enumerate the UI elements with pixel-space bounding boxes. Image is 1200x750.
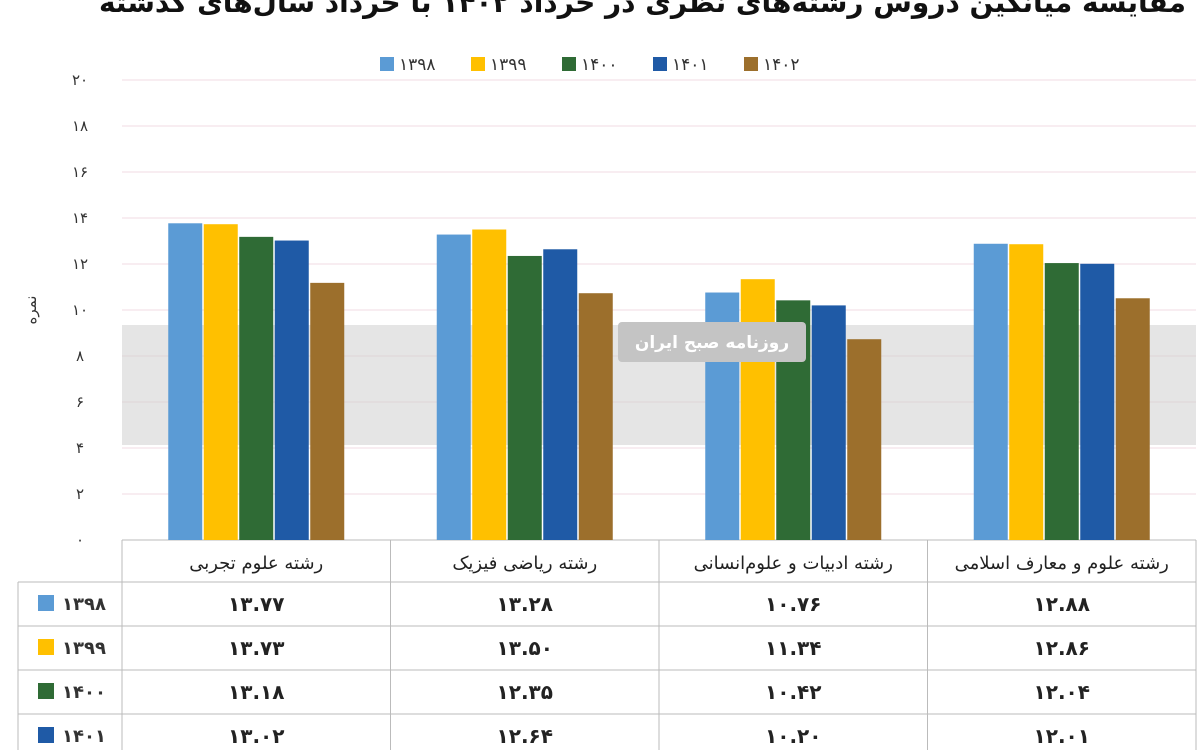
table-cell: ۱۲.۸۶ [1034, 636, 1090, 660]
table-cell: ۱۱.۳۴ [765, 636, 821, 660]
legend-label: ۱۴۰۱ [672, 55, 709, 75]
bar [239, 236, 274, 541]
table-cell: ۱۰.۷۶ [765, 592, 821, 616]
legend-swatch [562, 57, 576, 71]
table-cell: ۱۳.۷۳ [228, 636, 284, 660]
y-tick-label: ۲ [76, 485, 84, 503]
table-cell: ۱۳.۵۰ [497, 636, 553, 660]
category-label: رشته ریاضی فیزیک [452, 553, 597, 574]
table-cell: ۱۲.۰۴ [1034, 680, 1090, 704]
bar [436, 234, 471, 540]
watermark-text: روزنامه صبح ایران [635, 333, 789, 353]
row-swatch [38, 639, 54, 655]
row-swatch [38, 595, 54, 611]
legend-label: ۱۴۰۲ [763, 55, 800, 75]
legend-swatch [653, 57, 667, 71]
legend-swatch [744, 57, 758, 71]
legend-swatch [380, 57, 394, 71]
bar [274, 240, 309, 541]
row-label: ۱۳۹۹ [62, 638, 106, 659]
bar [847, 339, 882, 540]
table-cell: ۱۲.۰۱ [1034, 724, 1090, 748]
category-label: رشته علوم تجربی [189, 553, 323, 574]
bar [310, 282, 345, 540]
table-cell: ۱۲.۳۵ [497, 680, 553, 704]
table-cell: ۱۲.۸۸ [1034, 592, 1090, 616]
bar [740, 279, 775, 540]
bar [1115, 298, 1150, 540]
bar [203, 224, 238, 540]
row-swatch [38, 683, 54, 699]
y-tick-label: ۱۴ [72, 209, 88, 227]
legend-label: ۱۴۰۰ [581, 55, 618, 75]
bar [811, 305, 846, 540]
chart-title: مقایسه میانگین دروس رشته‌های نظری در خرد… [98, 0, 1186, 19]
y-axis-label: نمره [22, 296, 40, 325]
table-cell: ۱۳.۰۲ [228, 724, 284, 748]
y-tick-label: ۱۲ [72, 255, 88, 273]
y-tick-label: ۶ [76, 393, 84, 411]
row-label: ۱۴۰۰ [62, 682, 106, 703]
y-tick-label: ۱۰ [72, 301, 88, 319]
legend-label: ۱۳۹۹ [490, 55, 527, 75]
bar [1080, 263, 1115, 540]
bar [1009, 244, 1044, 540]
y-tick-label: ۱۸ [72, 117, 88, 135]
y-tick-label: ۸ [76, 347, 84, 365]
y-tick-label: ۱۶ [72, 163, 88, 181]
table-cell: ۱۳.۷۷ [228, 592, 284, 616]
y-tick-label: ۲۰ [72, 71, 88, 89]
legend-label: ۱۳۹۸ [399, 55, 436, 75]
row-label: ۱۳۹۸ [62, 594, 106, 615]
category-label: رشته ادبیات و علوم‌انسانی [694, 553, 893, 574]
legend-swatch [471, 57, 485, 71]
table-cell: ۱۰.۴۲ [765, 680, 821, 704]
category-label: رشته علوم و معارف اسلامی [955, 553, 1169, 574]
bar [1044, 263, 1079, 540]
table-cell: ۱۲.۶۴ [497, 724, 553, 748]
y-tick-label: ۴ [76, 439, 84, 457]
bar [168, 223, 203, 541]
bar [543, 249, 578, 540]
table-cell: ۱۳.۲۸ [497, 592, 553, 616]
row-label: ۱۴۰۱ [62, 726, 106, 747]
watermark-stamp [618, 322, 806, 362]
y-tick-label: ۰ [76, 531, 84, 549]
bar [472, 229, 507, 540]
bar [973, 243, 1008, 540]
table-cell: ۱۳.۱۸ [228, 680, 284, 704]
bar [578, 293, 613, 540]
table-cell: ۱۰.۲۰ [765, 724, 821, 748]
row-swatch [38, 727, 54, 743]
bar [507, 255, 542, 540]
